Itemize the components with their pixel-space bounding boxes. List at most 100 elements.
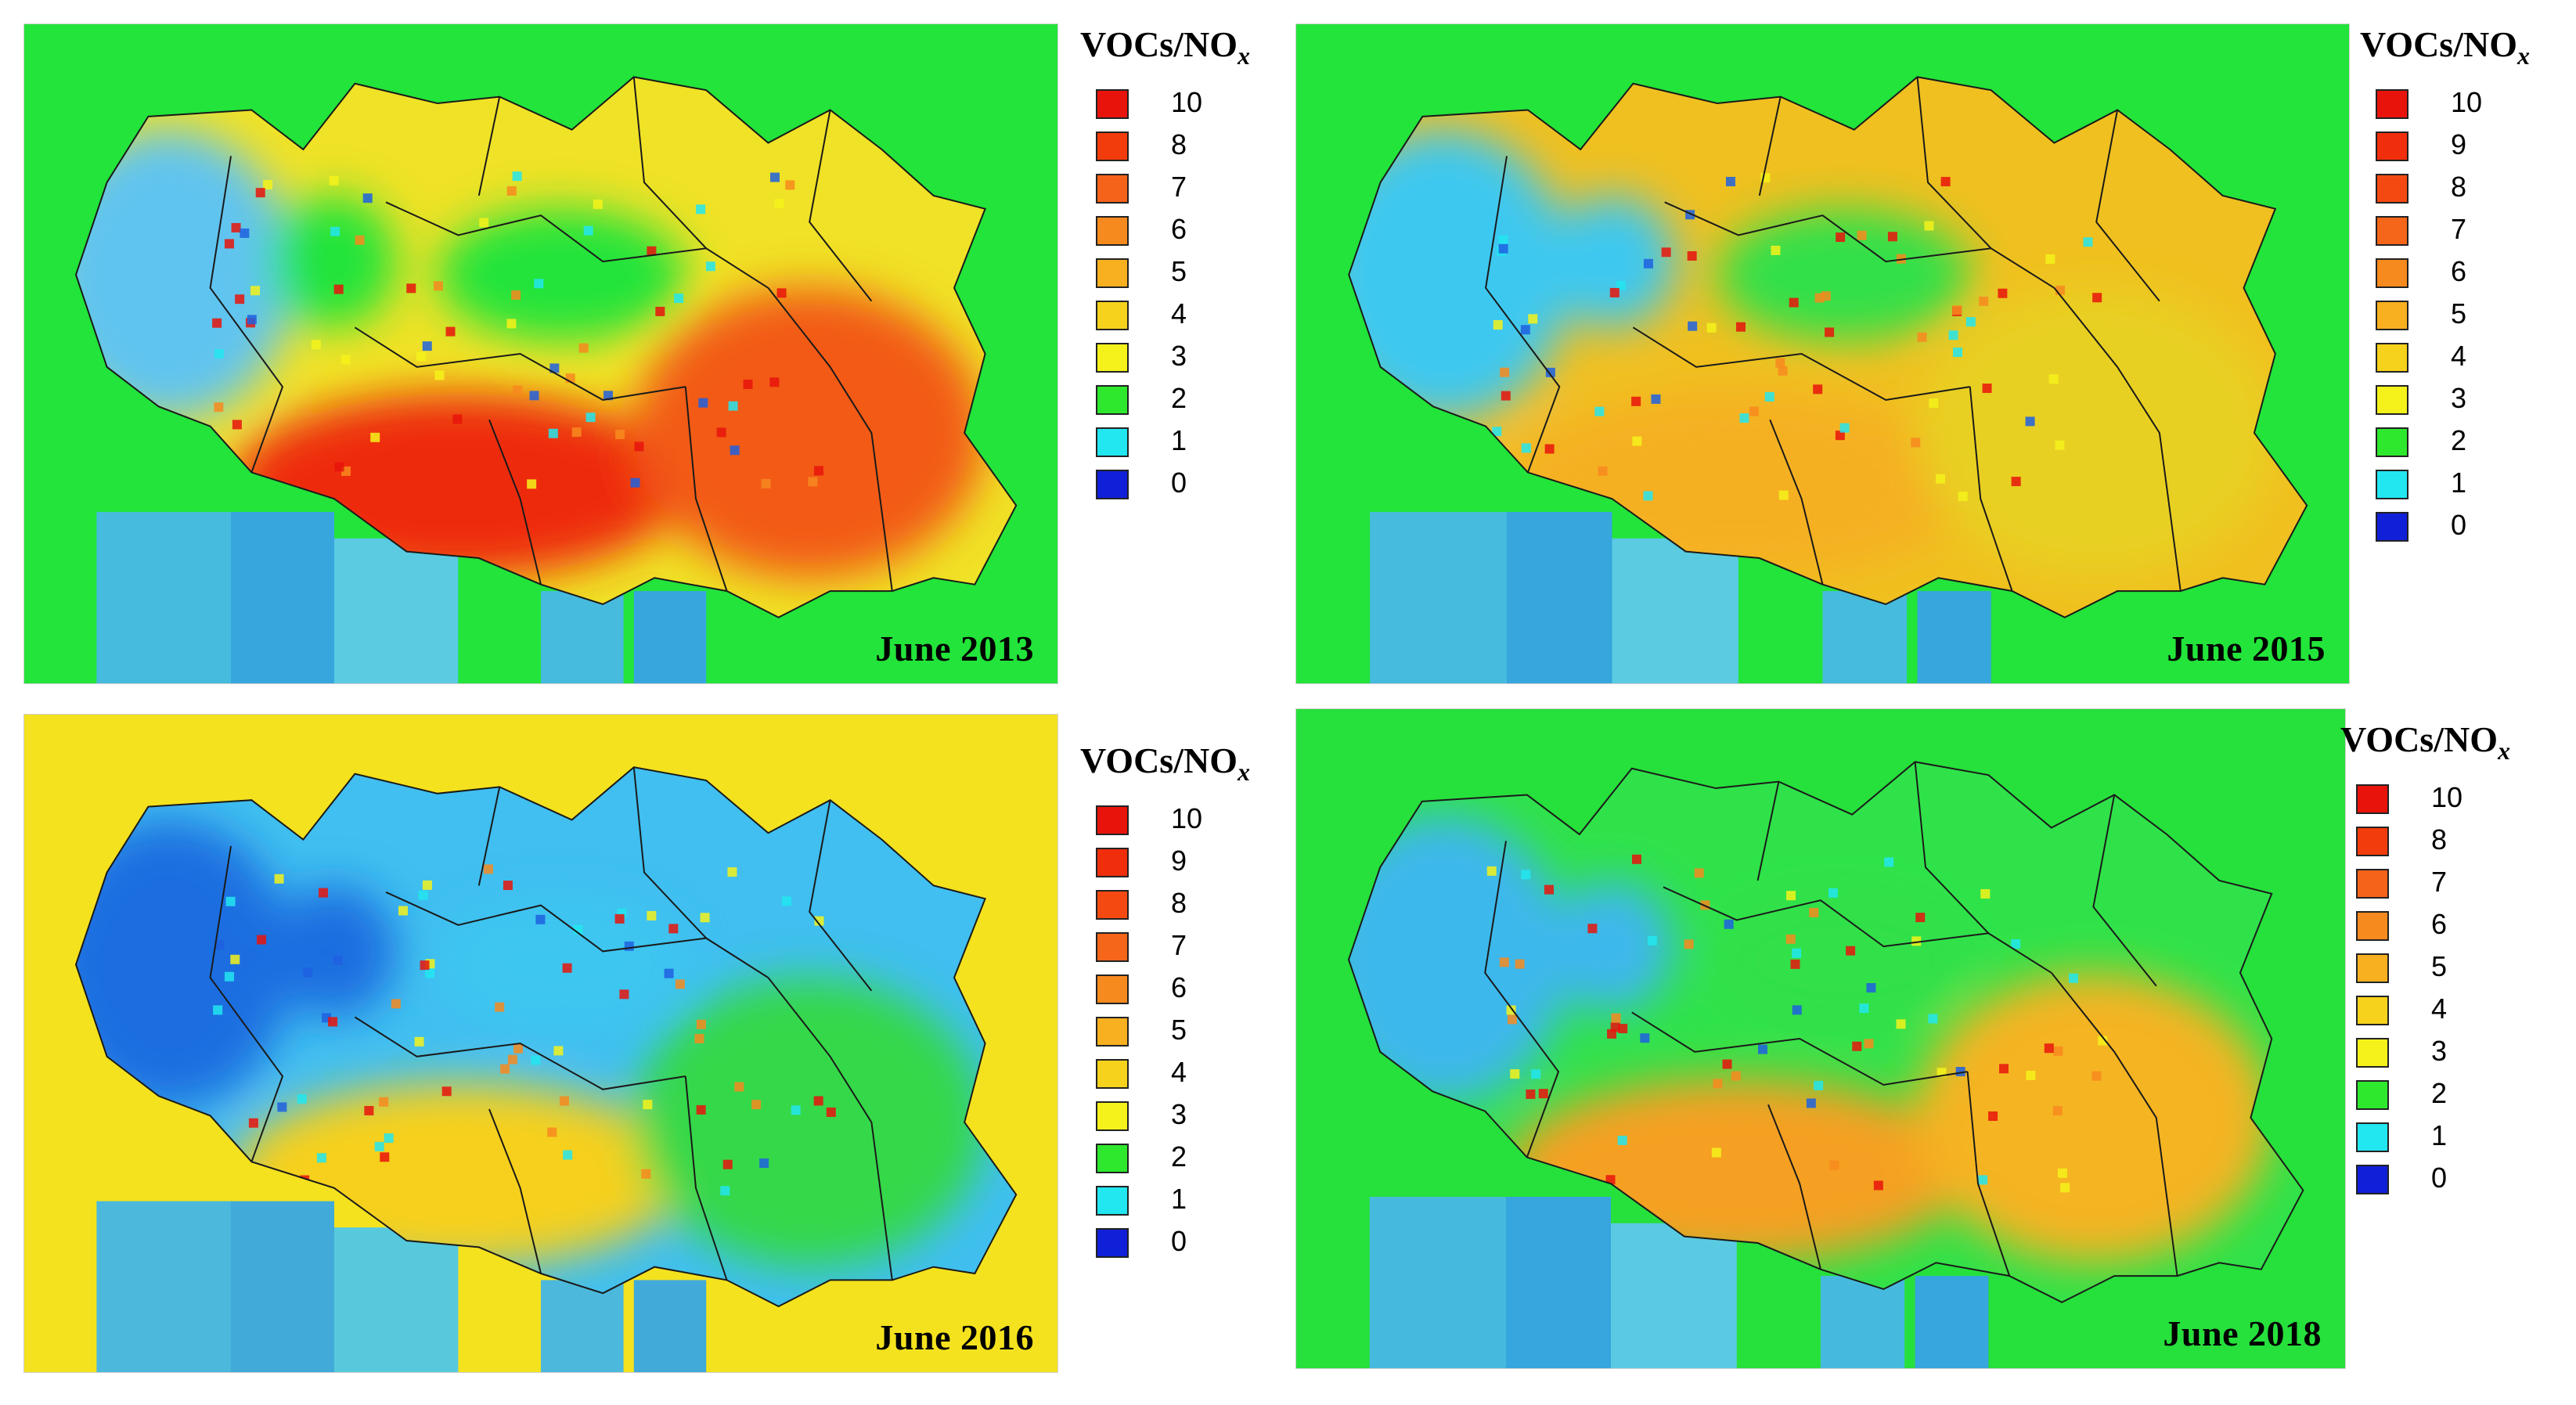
legend-value: 10 <box>2431 781 2463 813</box>
legend-swatch <box>2376 385 2408 415</box>
legend-value: 0 <box>2451 509 2467 541</box>
heatmap-june-2016 <box>24 715 1057 1372</box>
legend-swatch <box>1096 343 1129 373</box>
legend-swatch <box>2356 1165 2389 1194</box>
legend-title: VOCs/NOx <box>1080 740 1250 786</box>
map-title: June 2015 <box>2167 629 2326 668</box>
legend-value: 5 <box>2451 297 2467 330</box>
legend-swatch <box>2376 89 2408 119</box>
legend-swatch <box>2356 953 2389 983</box>
legend-value: 6 <box>1171 213 1187 245</box>
legend-value: 3 <box>1171 340 1187 372</box>
legend-value: 4 <box>2431 993 2448 1025</box>
bottom-blocks <box>1369 1197 1989 1368</box>
map-june-2013: June 2013 <box>23 23 1058 684</box>
legend-swatch <box>2376 343 2408 373</box>
legend-value: 8 <box>2431 823 2448 856</box>
station-markers <box>212 171 823 496</box>
legend-swatch <box>1096 258 1129 288</box>
map-title: June 2018 <box>2163 1313 2322 1353</box>
legend-swatch <box>1096 1186 1129 1216</box>
map-june-2018: June 2018 <box>1295 708 2346 1369</box>
legend-swatch <box>1096 1059 1129 1089</box>
legend-value: 9 <box>1171 845 1187 877</box>
legend-swatch <box>2376 174 2408 204</box>
legend-value: 8 <box>2451 171 2467 203</box>
legend-value: 4 <box>2451 340 2467 372</box>
study-region-fill <box>76 77 1017 618</box>
heatmap-june-2015 <box>1296 24 2349 683</box>
legend-swatch <box>1096 805 1129 835</box>
legend-swatch <box>2376 258 2408 288</box>
study-region-fill <box>76 767 1017 1306</box>
legend-swatch <box>1096 131 1129 161</box>
legend-june-2018: VOCs/NOx 10 8 7 6 5 4 3 2 1 0 <box>2340 719 2567 1251</box>
legend-value: 3 <box>2431 1035 2448 1067</box>
legend-swatch <box>2376 427 2408 457</box>
legend-value: 7 <box>1171 929 1187 961</box>
legend-value: 10 <box>1171 802 1203 834</box>
boundary-lines <box>1348 76 2308 618</box>
legend-swatch <box>1096 1228 1129 1258</box>
legend-value: 9 <box>2451 128 2467 160</box>
legend-june-2013: VOCs/NOx 10 8 7 6 5 4 3 2 1 0 <box>1080 23 1307 524</box>
legend-swatch <box>1096 974 1129 1004</box>
legend-swatch <box>1096 301 1129 330</box>
legend-value: 1 <box>1171 424 1187 456</box>
legend-swatch <box>2376 216 2408 246</box>
legend-swatch <box>1096 1144 1129 1173</box>
legend-swatch <box>1096 216 1129 246</box>
legend-title: VOCs/NOx <box>2360 24 2530 70</box>
legend-swatch <box>2356 784 2389 814</box>
legend-swatch <box>2356 996 2389 1025</box>
legend-swatch <box>1096 890 1129 920</box>
legend-swatch <box>2376 131 2408 161</box>
boundary-lines <box>74 766 1018 1308</box>
legend-swatch <box>2356 827 2389 856</box>
bottom-blocks <box>96 512 707 683</box>
heatmap-june-2013 <box>24 24 1057 683</box>
legend-swatch <box>2376 512 2408 542</box>
legend-swatch <box>2356 1038 2389 1068</box>
legend-value: 2 <box>1171 1140 1187 1173</box>
legend-value: 4 <box>1171 297 1187 330</box>
legend-value: 7 <box>1171 171 1187 203</box>
legend-swatch <box>1096 932 1129 962</box>
legend-value: 5 <box>2431 950 2448 982</box>
legend-swatch <box>2356 911 2389 941</box>
legend-title: VOCs/NOx <box>2340 719 2510 765</box>
legend-swatch <box>1096 385 1129 415</box>
legend-value: 3 <box>2451 382 2467 414</box>
map-june-2015: June 2015 <box>1295 23 2350 684</box>
legend-value: 6 <box>1171 971 1187 1003</box>
boundary-lines <box>1347 761 2304 1303</box>
bottom-blocks <box>96 1201 707 1372</box>
map-title: June 2016 <box>875 1317 1034 1357</box>
legend-swatch <box>2356 1122 2389 1152</box>
legend-swatch <box>1096 174 1129 204</box>
legend-value: 10 <box>2451 86 2483 118</box>
legend-value: 6 <box>2451 255 2467 287</box>
legend-value: 5 <box>1171 1014 1187 1046</box>
legend-swatch <box>2376 470 2408 499</box>
legend-title: VOCs/NOx <box>1080 24 1250 70</box>
legend-swatch <box>1096 848 1129 877</box>
legend-value: 5 <box>1171 255 1187 287</box>
legend-value: 0 <box>1171 467 1187 499</box>
legend-june-2016: VOCs/NOx 10 9 8 7 6 5 4 3 2 1 0 <box>1080 740 1307 1272</box>
legend-swatch <box>2356 1080 2389 1110</box>
heatmap-june-2018 <box>1296 709 2345 1368</box>
bottom-blocks <box>1370 512 1991 683</box>
legend-value: 8 <box>1171 128 1187 160</box>
legend-swatch <box>2376 301 2408 330</box>
legend-value: 0 <box>2431 1162 2448 1194</box>
legend-value: 10 <box>1171 86 1203 118</box>
map-title: June 2013 <box>875 629 1034 668</box>
legend-swatch <box>1096 1017 1129 1047</box>
station-markers <box>1492 173 2102 502</box>
map-june-2016: June 2016 <box>23 714 1058 1373</box>
legend-june-2015: VOCs/NOx 10 9 8 7 6 5 4 3 2 1 0 <box>2360 23 2571 556</box>
legend-swatch <box>1096 470 1129 499</box>
legend-value: 3 <box>1171 1098 1187 1130</box>
legend-value: 7 <box>2451 213 2467 245</box>
